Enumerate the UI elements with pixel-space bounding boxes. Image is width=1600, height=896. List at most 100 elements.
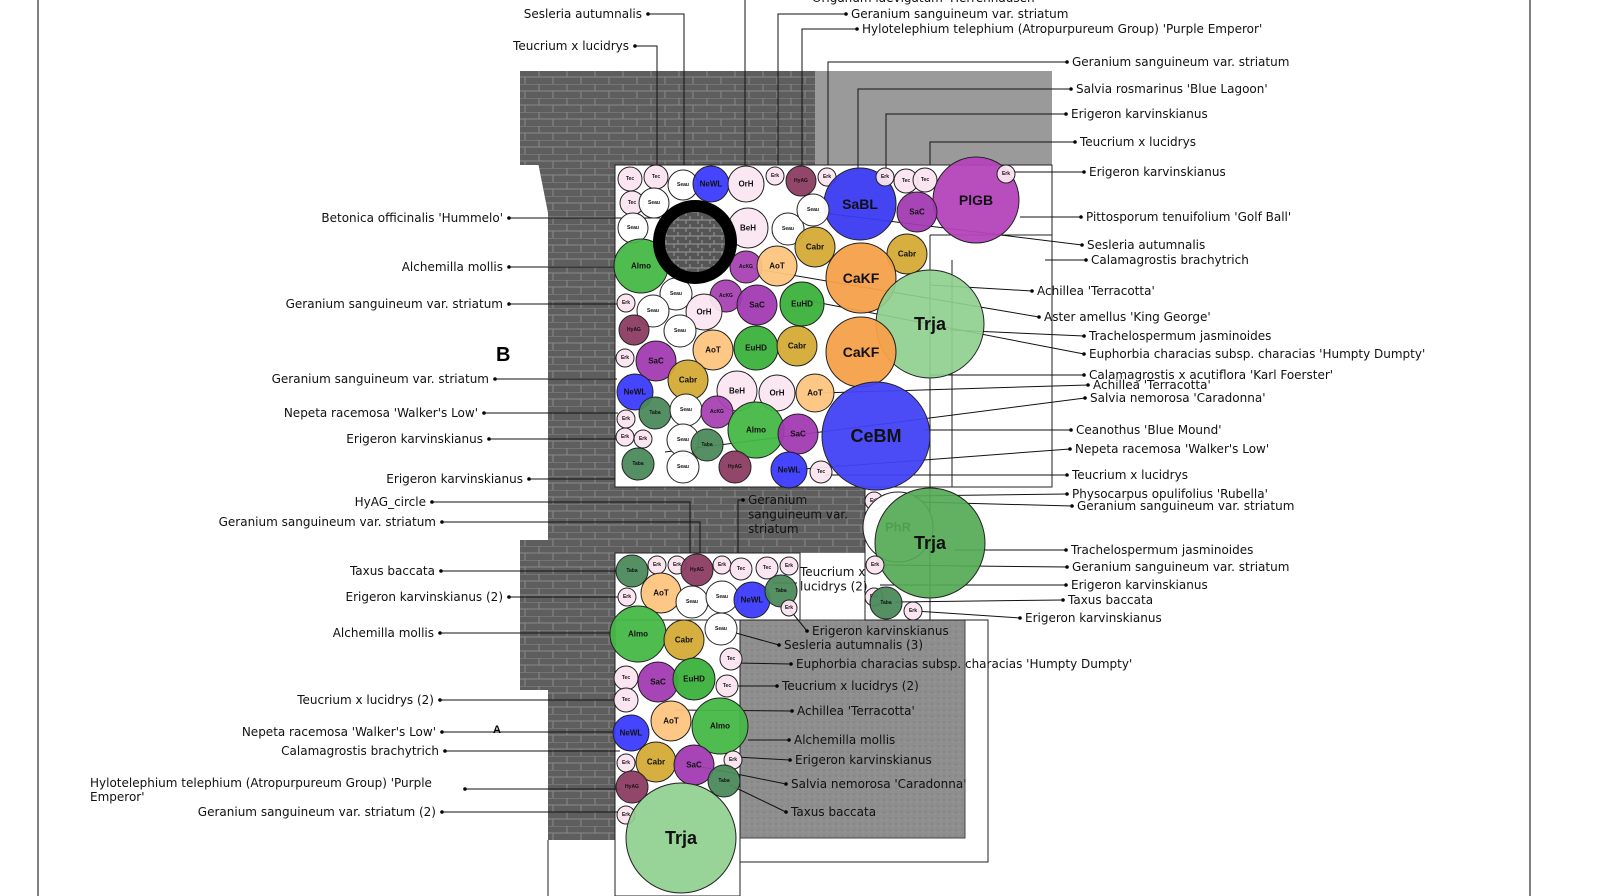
plant-plgb[interactable]: PlGB	[932, 156, 1020, 244]
plant-cabr[interactable]: Cabr	[794, 226, 836, 268]
label-left: Sesleria autumnalis	[524, 7, 642, 21]
plant-tec[interactable]: Tec	[719, 647, 743, 671]
plant-newl[interactable]: NeWL	[770, 451, 808, 489]
plant-tec[interactable]: Tec	[613, 687, 639, 713]
plant-tec[interactable]: Tec	[613, 665, 639, 691]
plant-ackg[interactable]: AcKG	[700, 395, 734, 429]
plant-erk[interactable]: Erk	[615, 427, 635, 447]
plant-orh[interactable]: OrH	[685, 293, 723, 331]
plant-erk[interactable]: Erk	[615, 348, 635, 368]
plant-tec[interactable]: Tec	[729, 557, 753, 581]
plant-trja[interactable]: Trja	[625, 782, 737, 894]
plant-sac[interactable]: SaC	[736, 284, 778, 326]
plant-cebm[interactable]: CeBM	[821, 381, 931, 491]
plant-erk[interactable]: Erk	[633, 429, 653, 449]
plant-euhd[interactable]: EuHD	[779, 281, 825, 327]
plant-tec[interactable]: Tec	[643, 164, 669, 190]
plant-taba[interactable]: Taba	[869, 586, 903, 620]
plant-newl[interactable]: NeWL	[612, 714, 650, 752]
label-right: Taxus baccata	[1067, 593, 1153, 607]
plant-tec[interactable]: Tec	[912, 167, 938, 193]
plant-aot[interactable]: AoT	[692, 329, 734, 371]
plant-code: HyAG	[690, 567, 704, 573]
plant-hyag[interactable]: HyAG	[785, 165, 817, 197]
plant-sabl[interactable]: SaBL	[823, 167, 897, 241]
plant-newl[interactable]: NeWL	[692, 165, 730, 203]
plant-seau[interactable]: Seau	[638, 187, 670, 219]
pot-ring	[653, 200, 737, 284]
plant-euhd[interactable]: EuHD	[672, 657, 716, 701]
plant-trja[interactable]: Trja	[875, 269, 985, 379]
plant-trja[interactable]: Trja	[874, 487, 986, 599]
plant-tec[interactable]: Tec	[715, 674, 739, 698]
plant-erk[interactable]: Erk	[875, 167, 895, 187]
plant-almo[interactable]: Almo	[691, 697, 749, 755]
plant-tec[interactable]: Tec	[617, 166, 643, 192]
plant-erk[interactable]: Erk	[779, 556, 799, 576]
plant-taba[interactable]: Taba	[707, 764, 741, 798]
label-left: Teucrium x lucidrys	[512, 39, 629, 53]
plant-hyag[interactable]: HyAG	[718, 450, 752, 484]
plant-orh[interactable]: OrH	[758, 374, 796, 412]
plant-seau[interactable]: Seau	[675, 585, 709, 619]
plant-code: Seau	[648, 200, 660, 206]
plant-orh[interactable]: OrH	[727, 165, 765, 203]
plant-code: SaC	[749, 301, 765, 310]
plant-newl[interactable]: NeWL	[733, 581, 771, 619]
plant-cakf[interactable]: CaKF	[825, 242, 897, 314]
plant-code: EuHD	[745, 344, 767, 353]
plant-sac[interactable]: SaC	[635, 340, 677, 382]
plant-aot[interactable]: AoT	[650, 700, 692, 742]
plant-erk[interactable]: Erk	[617, 587, 637, 607]
plant-seau[interactable]: Seau	[704, 612, 738, 646]
plant-seau[interactable]: Seau	[796, 193, 830, 227]
plant-seau[interactable]: Seau	[636, 294, 670, 328]
plant-cabr[interactable]: Cabr	[776, 325, 818, 367]
plant-erk[interactable]: Erk	[903, 601, 923, 621]
plant-aot[interactable]: AoT	[756, 245, 798, 287]
plant-sac[interactable]: SaC	[777, 413, 819, 455]
plant-erk[interactable]: Erk	[723, 750, 743, 770]
plant-erk[interactable]: Erk	[616, 409, 636, 429]
plant-sac[interactable]: SaC	[896, 191, 938, 233]
plant-taba[interactable]: Taba	[690, 428, 724, 462]
plant-hyag[interactable]: HyAG	[615, 770, 649, 804]
plant-erk[interactable]: Erk	[765, 166, 785, 186]
plant-almo[interactable]: Almo	[727, 401, 785, 459]
plant-hyag[interactable]: HyAG	[680, 553, 714, 587]
plant-tec[interactable]: Tec	[755, 556, 779, 580]
plant-erk[interactable]: Erk	[616, 293, 636, 313]
plant-code: Erk	[1002, 171, 1010, 177]
plant-seau[interactable]: Seau	[666, 450, 700, 484]
plant-cabr[interactable]: Cabr	[663, 619, 705, 661]
label-right: Salvia nemorosa 'Caradonna'	[791, 777, 967, 791]
plant-seau[interactable]: Seau	[771, 212, 805, 246]
plant-erk[interactable]: Erk	[616, 753, 636, 773]
plant-taba[interactable]: Taba	[615, 554, 649, 588]
plant-seau[interactable]: Seau	[663, 314, 697, 348]
plant-taba[interactable]: Taba	[764, 574, 798, 608]
plant-circle	[779, 281, 825, 327]
plant-circle	[636, 294, 670, 328]
plant-aot[interactable]: AoT	[795, 373, 835, 413]
plant-taba[interactable]: Taba	[621, 447, 655, 481]
plant-erk[interactable]: Erk	[712, 555, 732, 575]
plant-hyag[interactable]: HyAG	[618, 314, 650, 346]
plant-code: Erk	[871, 562, 879, 568]
plant-code: Tec	[817, 469, 825, 475]
plant-cabr[interactable]: Cabr	[667, 359, 709, 401]
plant-cakf[interactable]: CaKF	[825, 316, 897, 388]
plant-erk[interactable]: Erk	[865, 555, 885, 575]
plant-almo[interactable]: Almo	[609, 605, 667, 663]
plant-erk[interactable]: Erk	[780, 599, 798, 617]
plant-seau[interactable]: Seau	[705, 580, 739, 614]
plant-taba[interactable]: Taba	[638, 396, 672, 430]
plant-labels: Sesleria autumnalis Teucrium x lucidrys Be…	[90, 0, 1425, 819]
plant-tec[interactable]: Tec	[809, 460, 833, 484]
plant-erk[interactable]: Erk	[647, 555, 667, 575]
plant-sac[interactable]: SaC	[637, 661, 679, 703]
plant-erk[interactable]: Erk	[996, 164, 1016, 184]
plant-euhd[interactable]: EuHD	[733, 325, 779, 371]
plant-seau[interactable]: Seau	[669, 393, 703, 427]
plant-seau[interactable]: Seau	[617, 212, 649, 244]
